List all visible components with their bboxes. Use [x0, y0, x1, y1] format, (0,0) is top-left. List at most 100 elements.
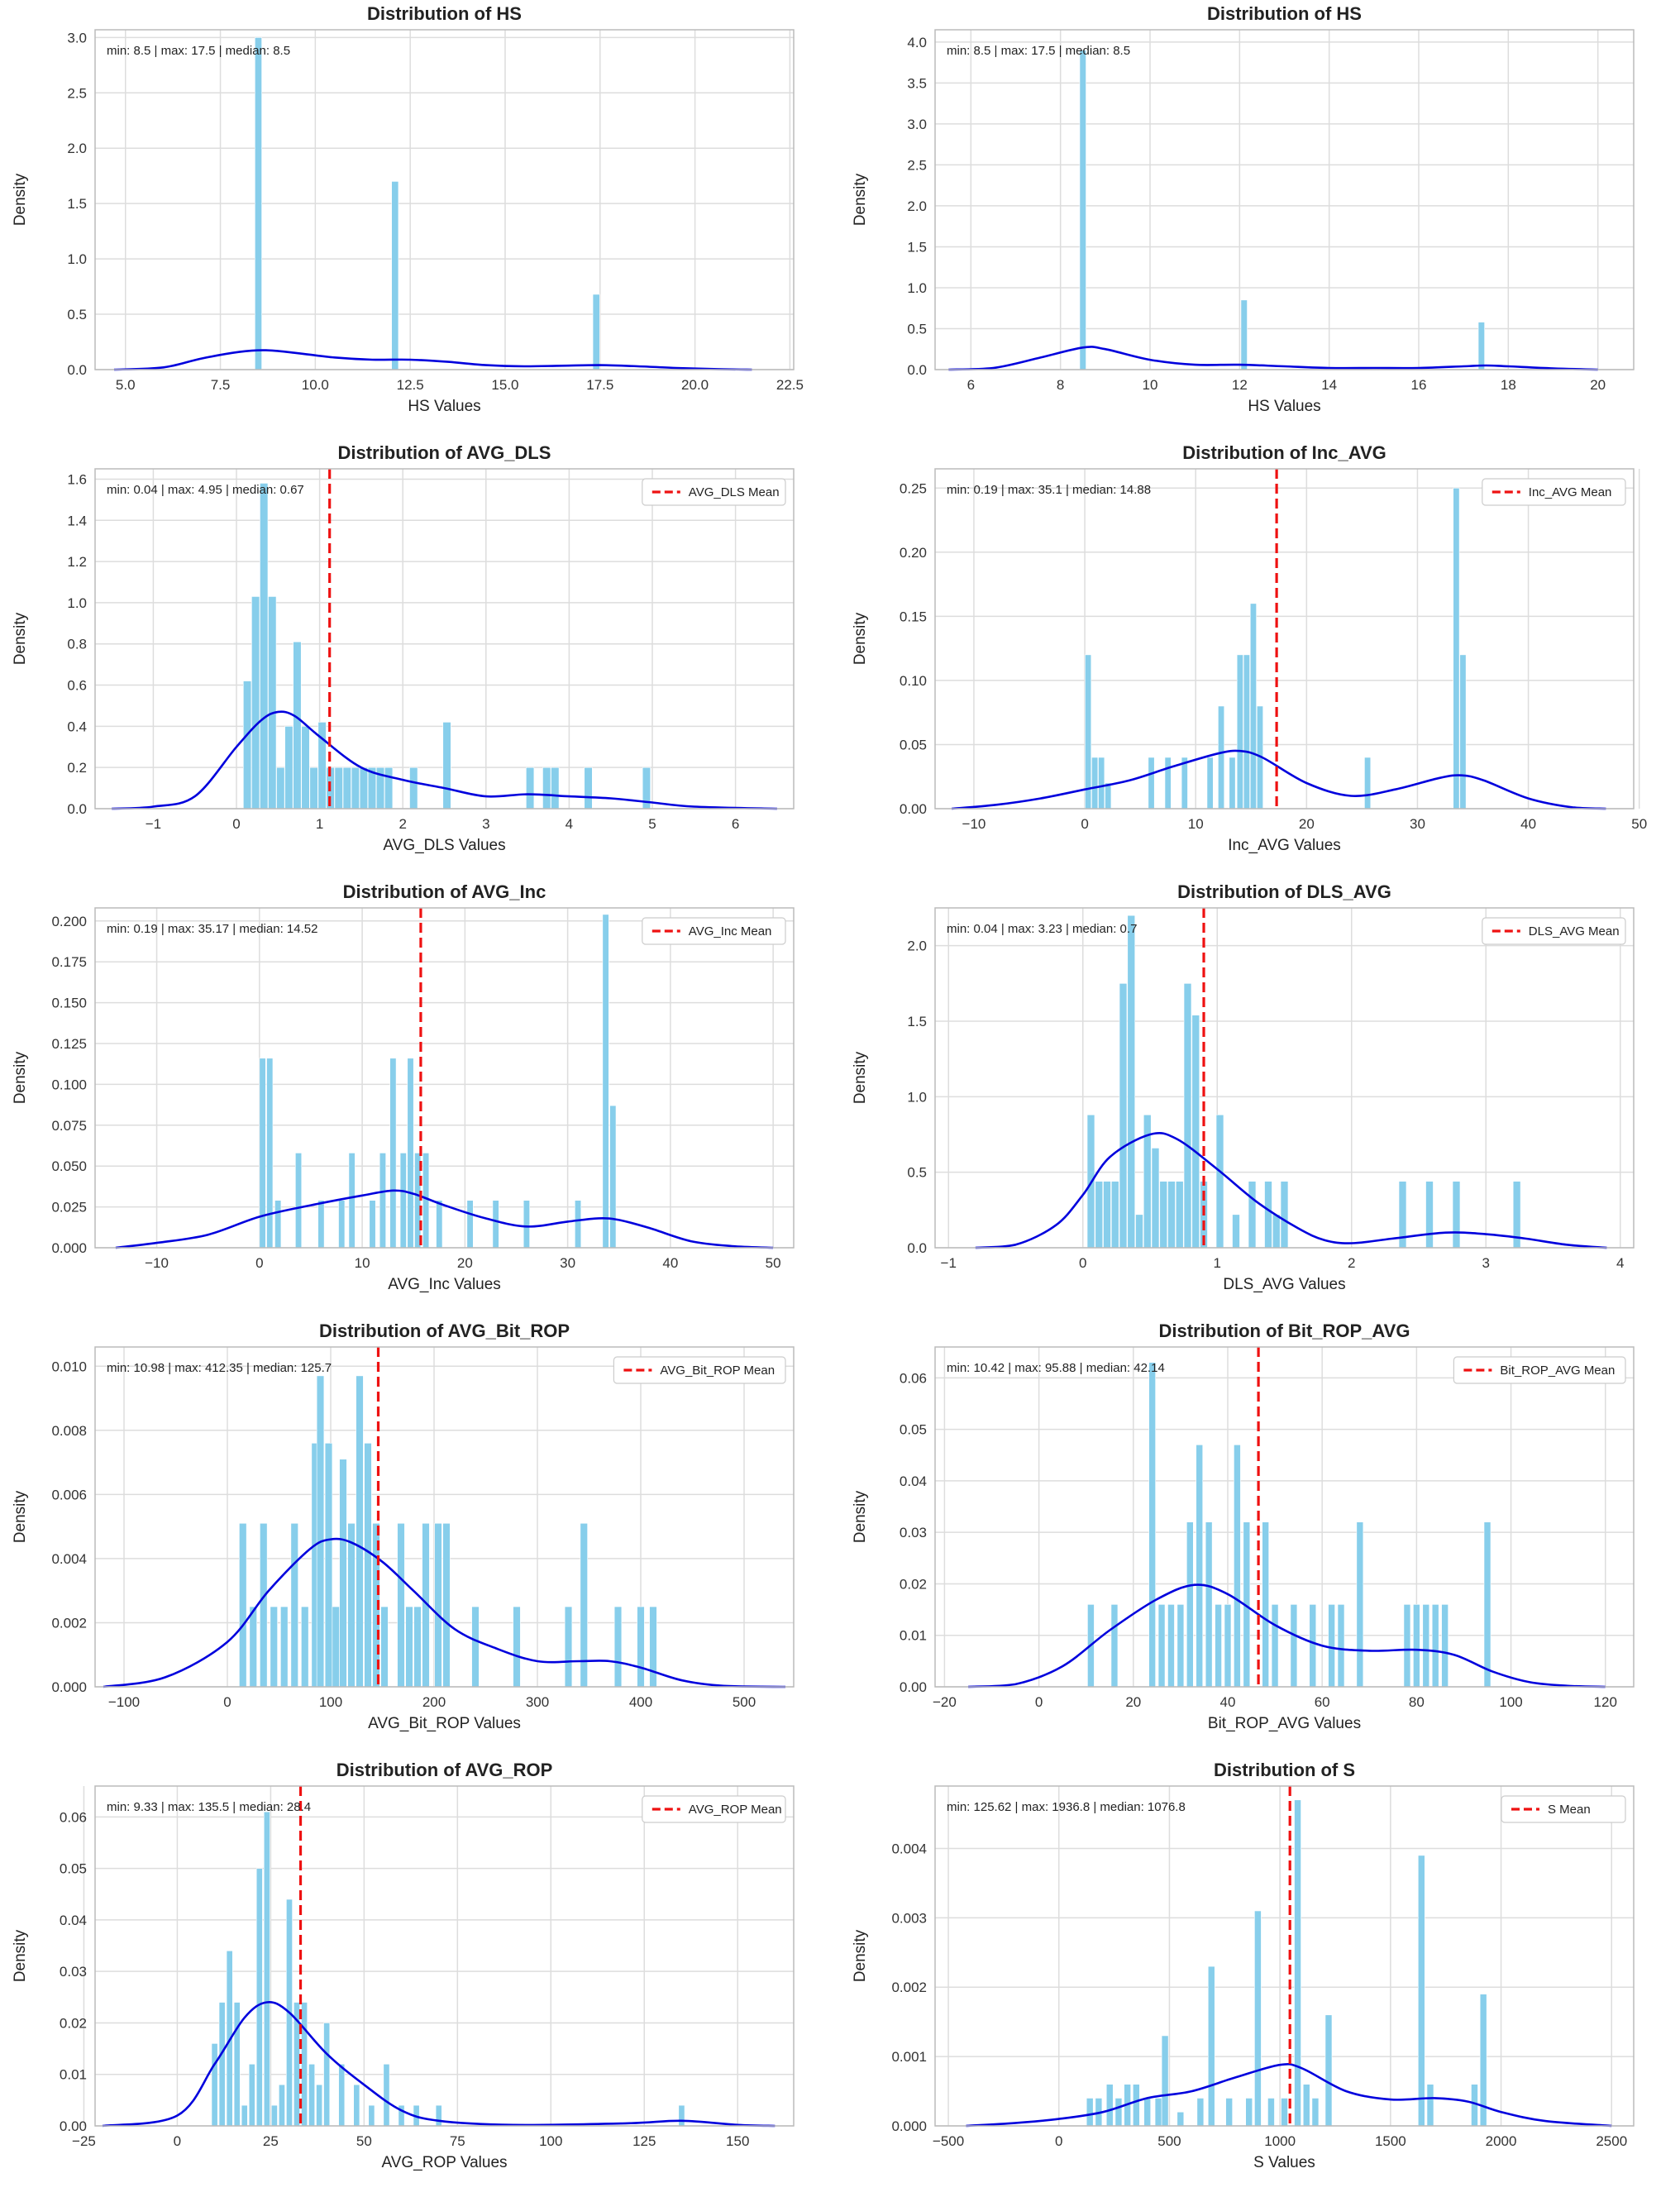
chart-title: Distribution of DLS_AVG — [1177, 881, 1391, 902]
x-tick-label: 12 — [1232, 377, 1248, 393]
kde-line — [115, 1189, 774, 1249]
y-tick-label: 0.4 — [67, 719, 87, 734]
y-tick-label: 0.03 — [900, 1525, 927, 1540]
histogram-bar — [422, 1153, 430, 1249]
chart-title: Distribution of HS — [367, 3, 522, 24]
histogram-bar — [1413, 1604, 1420, 1688]
histogram-bar — [347, 1522, 356, 1688]
chart-panel: −1 0 1 2 3 4 5 6 0.0 0.2 0.4 0.6 0.8 1.0 1.2 1.4 1.6 Dist… — [0, 439, 840, 878]
x-tick-label: 5 — [648, 816, 656, 832]
histogram-bar — [1164, 757, 1172, 810]
chart-svg: −20 0 20 40 60 80 100 120 0.00 0.01 0.02 0.03 0.04 0.… — [852, 1321, 1635, 1732]
chart-title: Distribution of HS — [1207, 3, 1362, 24]
chart-title: Distribution of AVG_DLS — [338, 442, 551, 463]
histogram-bar — [1417, 1855, 1425, 2127]
histogram-bar — [239, 1522, 247, 1688]
legend-label: DLS_AVG Mean — [1529, 924, 1620, 939]
histogram-bar — [523, 1200, 530, 1249]
x-tick-label: 1000 — [1264, 2133, 1296, 2149]
x-axis-label: AVG_ROP Values — [381, 2154, 507, 2171]
y-tick-label: 0.0 — [67, 362, 87, 378]
x-tick-label: −1 — [146, 816, 161, 832]
histogram-bar — [359, 767, 369, 810]
histogram-bar — [334, 767, 343, 810]
histogram-bar — [342, 767, 351, 810]
histogram-bar — [1091, 757, 1099, 810]
x-axis-label: HS Values — [1248, 398, 1320, 415]
x-axis-label: DLS_AVG Values — [1223, 1276, 1345, 1293]
x-tick-label: 60 — [1315, 1694, 1330, 1710]
chart-panel: −10 0 10 20 30 40 50 0.00 0.05 0.10 0.15 0.20 0.25 Di… — [840, 439, 1680, 878]
x-tick-label: 12.5 — [397, 377, 424, 393]
histogram-bar — [301, 2002, 308, 2127]
histogram-bar — [575, 1200, 582, 1249]
x-axis-label: AVG_Inc Values — [388, 1276, 501, 1293]
y-tick-label: 0.0 — [67, 801, 87, 817]
histogram-bar — [1236, 654, 1243, 810]
stats-annotation: min: 0.19 | max: 35.1 | median: 14.88 — [947, 483, 1151, 497]
histogram-bar — [249, 1606, 257, 1688]
histogram-bar — [1119, 983, 1128, 1249]
histogram-bar — [1364, 757, 1372, 810]
y-tick-label: 0.002 — [51, 1615, 87, 1631]
histogram-bar — [1218, 705, 1225, 810]
y-tick-label: 0.2 — [67, 760, 87, 776]
x-tick-label: 400 — [629, 1694, 652, 1710]
y-tick-label: 0.10 — [900, 673, 927, 689]
legend-label: AVG_ROP Mean — [689, 1803, 782, 1817]
histogram-bar — [1281, 2098, 1288, 2127]
y-tick-label: 1.5 — [907, 1014, 927, 1029]
histogram-bar — [397, 1522, 405, 1688]
x-tick-label: 17.5 — [586, 377, 613, 393]
histogram-bar — [1248, 1181, 1257, 1249]
y-axis-label: Density — [12, 1490, 29, 1543]
histogram-bar — [353, 2084, 360, 2127]
histogram-bar — [1205, 1521, 1213, 1688]
histogram-bar — [1267, 2098, 1275, 2127]
histogram-bar — [1224, 1604, 1232, 1688]
histogram-bar — [1234, 1445, 1241, 1688]
histogram-bar — [584, 767, 593, 810]
y-tick-label: 0.00 — [900, 1679, 927, 1695]
y-axis-label: Density — [12, 173, 29, 226]
y-tick-label: 0.175 — [51, 954, 87, 970]
histogram-bar — [1133, 2084, 1140, 2127]
histogram-bar — [389, 1058, 397, 1249]
histogram-bar — [1079, 50, 1086, 370]
histogram-bar — [409, 767, 418, 810]
histogram-bar — [211, 2043, 218, 2127]
x-tick-label: 500 — [1157, 2133, 1181, 2149]
y-axis-label: Density — [12, 612, 29, 665]
histogram-bar — [613, 1606, 623, 1688]
legend-label: AVG_Bit_ROP Mean — [660, 1364, 775, 1378]
x-tick-label: 0 — [255, 1255, 263, 1271]
x-tick-label: 0 — [232, 816, 240, 832]
histogram-bar — [678, 2104, 685, 2127]
stats-annotation: min: 0.04 | max: 4.95 | median: 0.67 — [107, 483, 304, 497]
histogram-bar — [391, 181, 399, 370]
y-tick-label: 1.2 — [67, 554, 87, 570]
histogram-bar — [1477, 322, 1485, 370]
y-tick-label: 0.050 — [51, 1158, 87, 1174]
x-tick-label: 30 — [560, 1255, 575, 1271]
histogram-bar — [1240, 299, 1248, 370]
y-axis-label: Density — [852, 1490, 869, 1543]
plot-frame — [94, 29, 795, 370]
kde-line — [102, 2001, 776, 2128]
x-tick-label: −10 — [145, 1255, 169, 1271]
y-tick-label: 3.5 — [907, 75, 927, 91]
x-tick-label: 80 — [1409, 1694, 1425, 1710]
x-tick-label: 40 — [1520, 816, 1536, 832]
histogram-bar — [1095, 1181, 1104, 1249]
y-tick-label: 1.4 — [67, 513, 87, 528]
histogram-bar — [1127, 915, 1136, 1249]
histogram-bar — [1181, 757, 1188, 810]
chart-svg: −1 0 1 2 3 4 5 6 0.0 0.2 0.4 0.6 0.8 1.0 1.2 1.4 1.6 Dist… — [12, 442, 795, 854]
histogram-bar — [1403, 1604, 1411, 1688]
histogram-bar — [1215, 1604, 1222, 1688]
histogram-bar — [274, 1200, 282, 1249]
legend-box — [642, 1795, 786, 1823]
histogram-bar — [338, 1200, 346, 1249]
x-tick-label: −25 — [72, 2133, 96, 2149]
histogram-bar — [1254, 1910, 1262, 2127]
